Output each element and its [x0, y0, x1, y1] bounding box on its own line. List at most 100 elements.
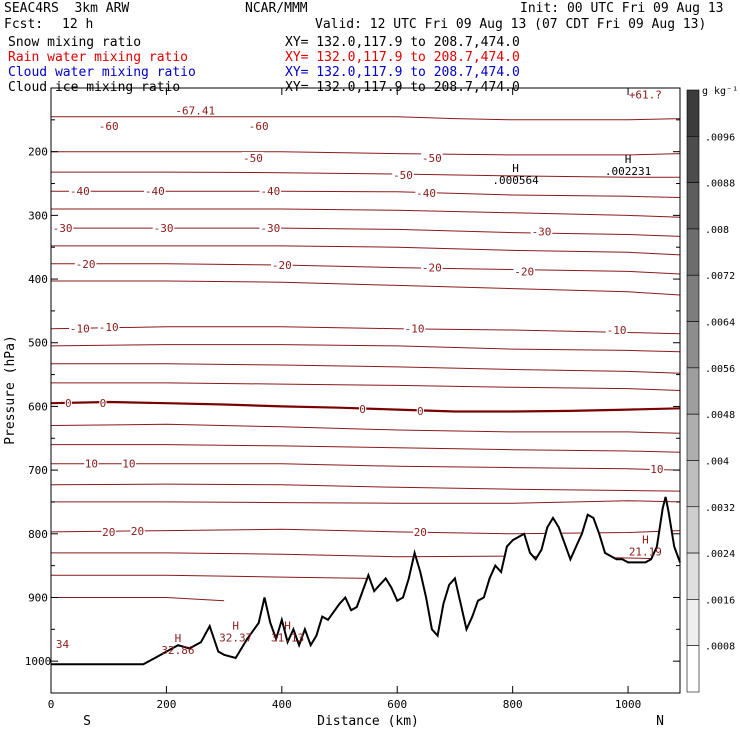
- isotherm-label: 0: [100, 397, 107, 410]
- isotherm-line: [51, 444, 681, 453]
- terrain-layer: [51, 496, 681, 693]
- fcst-value: 12 h: [62, 17, 94, 32]
- isotherm-label: 34: [56, 638, 70, 651]
- colorbar-segment: [686, 228, 700, 276]
- isotherm-label-bg: [359, 402, 367, 414]
- colorbar-tick-label: .0032: [705, 503, 735, 514]
- isotherm-label-bg: [403, 322, 426, 334]
- isotherm-label: -67.41: [175, 104, 215, 117]
- isotherm-label-bg: [421, 152, 443, 164]
- isotherm-line: [50, 326, 681, 335]
- field-cloudwater-xy: XY= 132.0,117.9 to 208.7,474.0: [285, 65, 520, 80]
- plot-frame: [50, 87, 681, 694]
- colorbar-tick-label: .0008: [705, 642, 735, 653]
- isotherm-label-bg: [605, 324, 628, 335]
- extremum-value: .002231: [605, 165, 651, 178]
- isotherm-line: [51, 280, 681, 296]
- extremum-value: 31.13: [271, 631, 304, 644]
- isotherm-label-bg: [247, 120, 270, 132]
- y-tick-label: 500: [28, 337, 48, 350]
- y-tick-label: 400: [28, 273, 48, 286]
- extremum-value: 32.86: [161, 644, 194, 657]
- field-snow-xy: XY= 132.0,117.9 to 208.7,474.0: [285, 35, 520, 50]
- isotherm-line: [51, 151, 681, 156]
- init-time: Init: 00 UTC Fri 09 Aug 13: [520, 1, 724, 16]
- isotherm-line: [51, 190, 681, 198]
- isotherm-label: -40: [260, 185, 280, 198]
- isotherm-label-bg: [97, 320, 120, 332]
- x-axis-title: Distance (km): [317, 714, 419, 729]
- colorbar-segment: [686, 506, 700, 554]
- isotherm-line: [50, 344, 681, 353]
- extremum-marker: H: [642, 533, 649, 546]
- label-layer: -67.41-60 -60-50 -50-50-40 -40 -40 -40-30 -30-…: [51, 88, 665, 657]
- isotherm-label-bg: [69, 185, 91, 197]
- isotherm-label: -10: [405, 323, 425, 336]
- isotherm-label: -30: [154, 222, 174, 235]
- isotherm-label-bg: [259, 222, 282, 234]
- isotherm-line: [50, 528, 681, 535]
- isotherm-label: -50: [393, 169, 413, 182]
- isotherm-label-bg: [242, 152, 264, 164]
- isotherm-label-bg: [84, 457, 99, 469]
- isotherm-label: -20: [76, 258, 96, 271]
- colorbar-segment: [686, 599, 700, 646]
- isotherm-label-bg: [99, 397, 107, 409]
- y-tick-label: 800: [28, 528, 48, 541]
- y-tick-label: 200: [28, 146, 48, 159]
- colorbar-segment: [686, 552, 700, 600]
- field-snow-name: Snow mixing ratio: [8, 35, 142, 50]
- extremum-marker: H: [175, 632, 182, 645]
- colorbar-tick-label: .0048: [705, 410, 735, 421]
- isotherm-label: -60: [249, 120, 269, 133]
- isotherm-label: -30: [260, 222, 280, 235]
- isotherm-label-bg: [271, 259, 293, 271]
- field-rain-xy: XY= 132.0,117.9 to 208.7,474.0: [285, 50, 520, 65]
- isotherm-label: +61.?: [629, 88, 662, 101]
- x-tick-label: 1000: [615, 698, 642, 711]
- colorbar: .0096 .0088 .008 .0072 .0064 .0056 .0048 .004 .0…: [686, 89, 735, 693]
- isotherm-label: -20: [514, 265, 534, 278]
- isotherm-label: 0: [65, 397, 72, 410]
- colorbar-tick-label: .0088: [705, 179, 735, 190]
- isotherm-label: 0: [417, 405, 424, 418]
- isotherm-label-bg: [513, 265, 535, 277]
- isotherm-label-bg: [416, 404, 424, 416]
- isotherm-label: -10: [70, 323, 90, 336]
- isotherm-line: [50, 400, 681, 413]
- isotherm-label: -20: [422, 262, 442, 275]
- isotherm-label-bg: [144, 185, 166, 197]
- extremum-value: .000564: [492, 174, 539, 187]
- colorbar-segment: [686, 367, 700, 415]
- extremum-value: 21.19: [629, 545, 662, 558]
- isotherm-label: -10: [99, 321, 119, 334]
- isotherm-label-bg: [64, 397, 72, 409]
- colorbar-segment: [686, 460, 700, 508]
- center-label: NCAR/MMM: [245, 1, 308, 16]
- isotherm-line: [50, 423, 681, 434]
- extremum-marker: H: [284, 619, 291, 632]
- isotherm-label: -40: [416, 187, 436, 200]
- y-tick-label: 900: [28, 591, 48, 604]
- isotherm-label-bg: [173, 104, 217, 116]
- isotherm-label: -40: [145, 185, 165, 198]
- isotherm-line: [51, 363, 681, 374]
- isotherm-label-bg: [69, 322, 91, 334]
- isotherm-line: [51, 463, 681, 471]
- x-tick-label: 800: [503, 698, 523, 711]
- isotherm-label-bg: [74, 257, 97, 269]
- isotherm-label: 0: [359, 403, 366, 416]
- isotherm-label: -30: [532, 225, 552, 238]
- colorbar-tick-label: .004: [705, 456, 729, 467]
- model-label: SEAC4RS 3km ARW: [4, 1, 130, 16]
- isotherm-label: -10: [607, 324, 627, 337]
- extremum-marker: H: [232, 619, 239, 632]
- colorbar-segment: [686, 413, 700, 461]
- isotherm-label-bg: [55, 637, 70, 649]
- x-end-label-north: N: [656, 714, 664, 729]
- y-tick-label: 1000: [25, 655, 52, 668]
- isotherm-label-bg: [97, 120, 120, 132]
- colorbar-tick-label: .008: [705, 225, 729, 236]
- isotherm-label-bg: [413, 525, 428, 537]
- isotherm-label: 20: [414, 526, 427, 539]
